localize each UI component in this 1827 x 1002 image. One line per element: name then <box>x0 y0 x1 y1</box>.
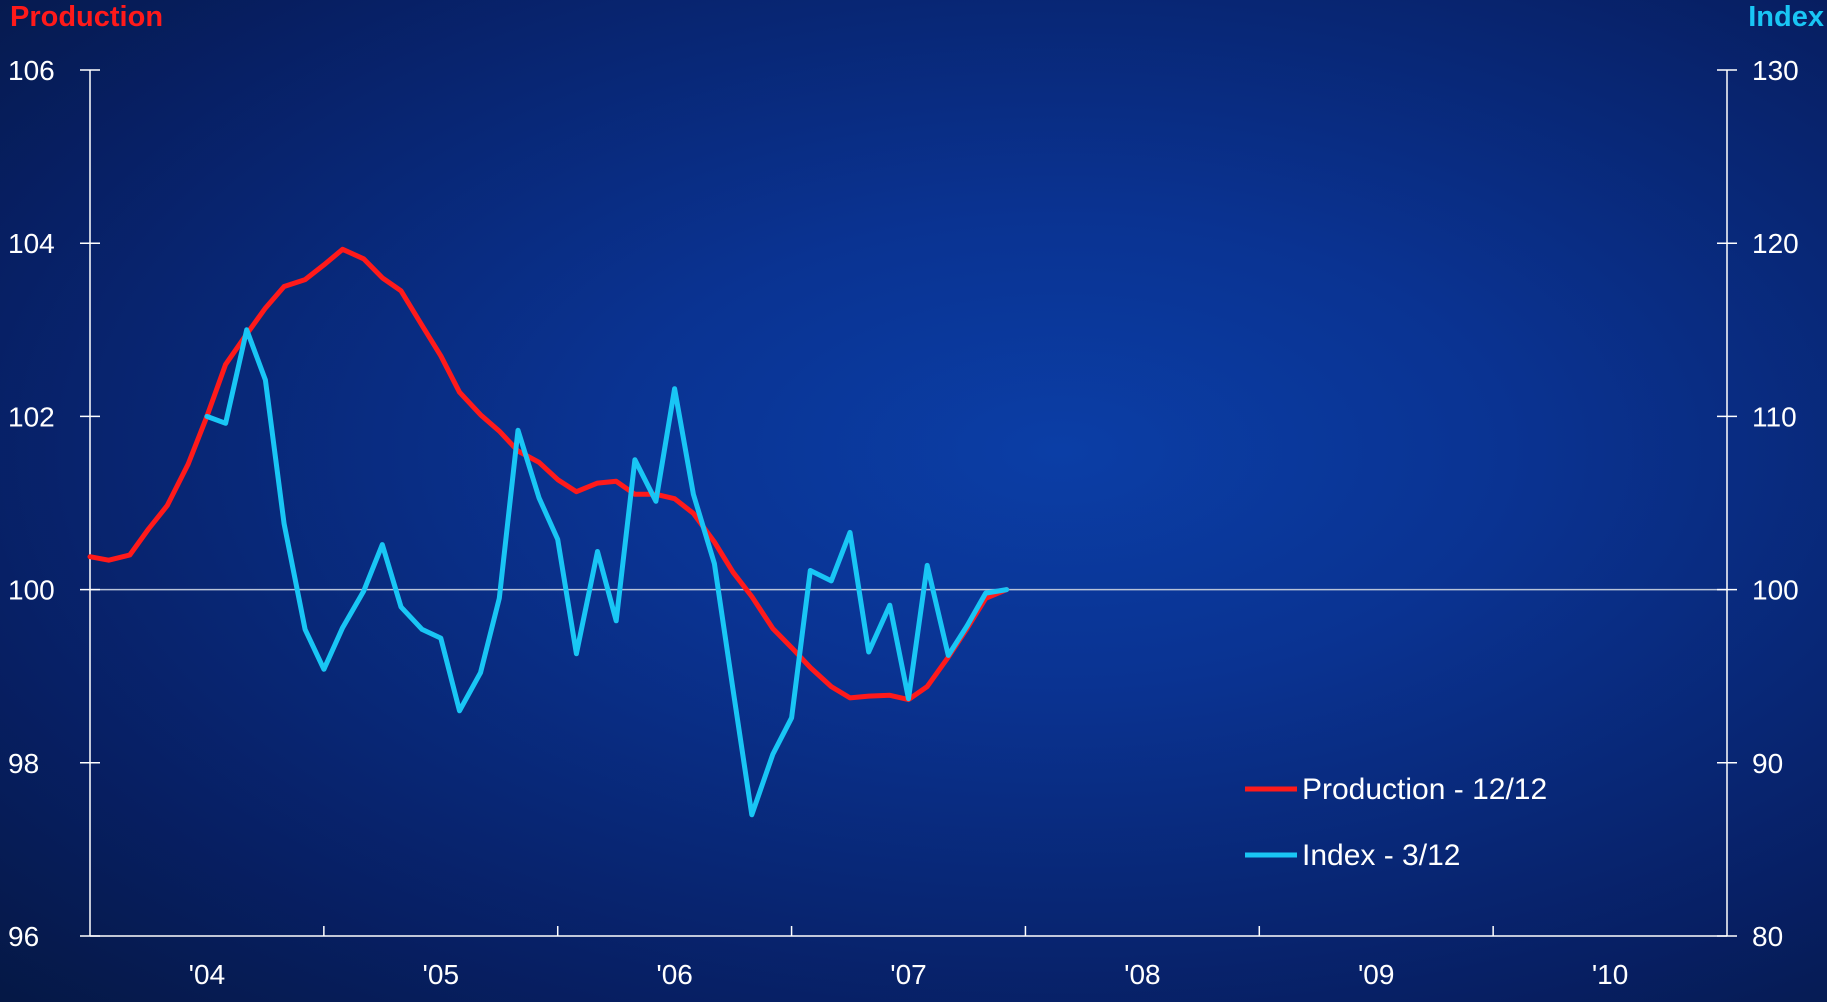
x-axis-tick-label: '08 <box>1124 959 1161 990</box>
left-axis-tick-label: 96 <box>8 921 39 952</box>
legend-label-index: Index - 3/12 <box>1302 839 1460 872</box>
x-axis-tick-label: '04 <box>189 959 226 990</box>
x-axis-tick-label: '07 <box>890 959 927 990</box>
left-axis-tick-label: 102 <box>8 401 55 432</box>
left-axis-tick-label: 104 <box>8 228 55 259</box>
right-axis-tick-label: 100 <box>1752 575 1799 606</box>
left-axis-title: Production <box>10 1 164 33</box>
right-axis-tick-label: 130 <box>1752 55 1799 86</box>
right-axis-tick-label: 120 <box>1752 228 1799 259</box>
x-axis-tick-label: '10 <box>1592 959 1629 990</box>
left-axis-tick-label: 100 <box>8 575 55 606</box>
x-axis-tick-label: '05 <box>423 959 460 990</box>
right-axis-tick-label: 80 <box>1752 921 1783 952</box>
right-axis-tick-label: 110 <box>1752 401 1797 432</box>
right-axis-tick-label: 90 <box>1752 748 1783 779</box>
left-axis-tick-label: 106 <box>8 55 55 86</box>
x-axis-tick-label: '09 <box>1358 959 1395 990</box>
right-axis-title: Index <box>1748 1 1824 33</box>
series-line-index <box>204 327 1010 818</box>
x-axis-tick-label: '06 <box>656 959 693 990</box>
series-line-production <box>87 246 1010 703</box>
legend-label-production: Production - 12/12 <box>1302 773 1547 806</box>
left-axis-tick-label: 98 <box>8 748 39 779</box>
